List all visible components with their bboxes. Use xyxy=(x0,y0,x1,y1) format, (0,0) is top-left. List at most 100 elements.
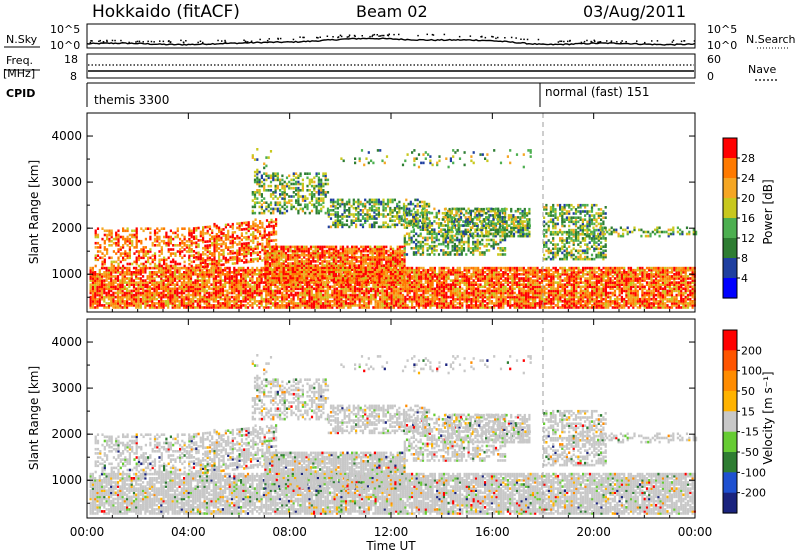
power-cell xyxy=(335,283,338,286)
power-cell xyxy=(634,275,637,278)
power-cell xyxy=(142,266,145,270)
power-cell xyxy=(538,289,541,293)
power-cell xyxy=(121,302,124,305)
power-cell xyxy=(652,306,655,309)
power-cell xyxy=(262,300,265,303)
power-cell xyxy=(237,273,240,276)
power-cell xyxy=(139,268,142,272)
power-cell xyxy=(139,266,142,270)
power-cell xyxy=(324,297,327,301)
power-cell xyxy=(632,273,635,276)
power-cell xyxy=(424,285,427,289)
power-cell xyxy=(556,306,560,309)
power-cell xyxy=(283,297,286,301)
power-cell xyxy=(486,275,489,278)
power-cell xyxy=(313,295,316,299)
noise-search-point xyxy=(386,34,389,36)
power-cell xyxy=(607,271,610,274)
power-cell xyxy=(123,266,126,270)
power-cell xyxy=(438,268,441,272)
power-cell xyxy=(131,229,134,233)
power-cell xyxy=(525,279,528,282)
power-cell xyxy=(265,266,268,270)
power-cell xyxy=(556,275,560,278)
power-cell xyxy=(98,279,101,282)
power-cell xyxy=(447,271,450,274)
power-cell xyxy=(110,277,113,280)
power-cell xyxy=(397,306,400,309)
power-cell xyxy=(607,300,610,303)
power-cell xyxy=(509,293,512,297)
power-cell xyxy=(484,285,487,289)
power-cell xyxy=(577,285,580,289)
power-cell xyxy=(137,239,141,243)
power-cell xyxy=(657,266,660,270)
power-cell xyxy=(613,277,617,280)
power-cell xyxy=(522,279,525,282)
power-cell xyxy=(632,302,635,305)
power-cell xyxy=(554,297,557,301)
power-cell xyxy=(406,277,409,280)
power-cell xyxy=(613,273,617,276)
power-cell xyxy=(607,273,610,276)
power-cell xyxy=(413,271,416,274)
power-cell xyxy=(431,304,434,307)
power-cell xyxy=(324,304,327,307)
power-cell xyxy=(246,266,250,270)
power-cell xyxy=(208,304,211,307)
power-cell xyxy=(237,271,240,274)
power-cell xyxy=(205,273,208,276)
power-cell xyxy=(221,289,224,293)
power-cell xyxy=(356,268,359,272)
power-cell xyxy=(627,302,630,305)
power-cell xyxy=(340,297,343,301)
power-cell xyxy=(354,300,357,303)
power-cell xyxy=(128,302,131,305)
power-cell xyxy=(575,275,578,278)
power-cell xyxy=(436,293,439,297)
power-cell xyxy=(135,297,138,301)
power-cell xyxy=(281,295,284,299)
power-cell xyxy=(115,252,118,255)
power-cell xyxy=(105,275,108,278)
power-cell xyxy=(155,291,158,295)
power-cell xyxy=(395,304,398,307)
power-cell xyxy=(436,291,439,295)
power-cell xyxy=(613,297,617,301)
noise-search-point xyxy=(162,40,165,43)
power-cell xyxy=(447,268,450,272)
power-cell xyxy=(271,283,275,286)
power-cell xyxy=(242,268,245,272)
power-cell xyxy=(278,281,281,284)
power-cell xyxy=(340,304,343,307)
power-cell xyxy=(258,271,261,274)
power-cell xyxy=(169,235,172,239)
power-cell xyxy=(169,302,172,305)
power-cell xyxy=(620,291,623,295)
noise-search-point xyxy=(319,36,321,38)
power-cell xyxy=(657,287,660,291)
power-cell xyxy=(497,283,500,286)
power-cell xyxy=(142,283,145,286)
power-cell xyxy=(178,268,181,272)
power-cell xyxy=(146,289,149,293)
power-cell xyxy=(556,289,560,293)
power-cell xyxy=(276,287,279,291)
power-cell xyxy=(550,283,553,286)
power-cell xyxy=(527,304,530,307)
power-cell xyxy=(112,275,115,278)
power-cell xyxy=(171,289,174,293)
power-cell xyxy=(388,297,391,301)
power-cell xyxy=(415,302,418,305)
power-cell xyxy=(363,293,366,297)
power-cell xyxy=(281,283,284,286)
power-cell xyxy=(481,268,484,272)
power-cell xyxy=(598,266,601,270)
power-cell xyxy=(331,291,334,295)
power-cell xyxy=(128,291,131,295)
power-cell xyxy=(178,287,181,291)
power-cell xyxy=(226,266,229,270)
power-cell xyxy=(413,306,416,309)
power-cell xyxy=(609,268,612,272)
power-cell xyxy=(313,273,316,276)
